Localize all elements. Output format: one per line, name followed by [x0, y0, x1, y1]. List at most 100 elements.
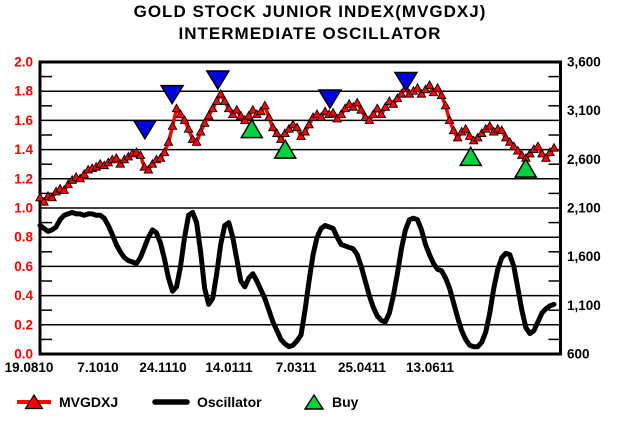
mvgdxj-marker: [352, 97, 363, 107]
mvgdxj-marker: [364, 114, 375, 124]
mvgdxj-marker: [35, 192, 45, 202]
mvgdxj-marker: [143, 164, 154, 174]
mvgdxj-marker: [75, 173, 86, 183]
x-axis-label: 7.0311: [276, 360, 317, 375]
mvgdxj-marker: [59, 185, 70, 194]
mvgdxj-marker: [476, 128, 487, 137]
legend-label-buy: Buy: [332, 394, 359, 410]
left-axis-label: 1.0: [14, 201, 33, 216]
mvgdxj-marker: [279, 128, 290, 137]
mvgdxj-marker: [284, 123, 294, 133]
mvgdxj-marker: [508, 141, 519, 151]
mvgdxj-marker: [259, 100, 270, 110]
mvgdxj-marker: [292, 122, 302, 132]
chart-legend: MVGDXJ Oscillator Buy: [0, 389, 620, 419]
mvgdxj-marker: [199, 117, 210, 127]
mvgdxj-marker: [243, 110, 254, 120]
mvgdxj-marker: [263, 112, 274, 121]
mvgdxj-marker: [183, 123, 194, 133]
mvgdxj-marker: [115, 158, 126, 168]
left-axis-label: 0.2: [14, 317, 33, 332]
buy-signal-triangle: [273, 138, 297, 159]
mvgdxj-marker: [175, 109, 186, 119]
mvgdxj-marker: [203, 110, 214, 120]
mvgdxj-marker: [388, 98, 399, 108]
mvgdxj-marker: [372, 103, 383, 113]
right-axis-label: 600: [567, 347, 590, 362]
mvgdxj-marker: [440, 100, 451, 110]
mvgdxj-marker: [159, 147, 170, 156]
mvgdxj-marker: [296, 131, 306, 140]
mvgdxj-marker: [179, 114, 190, 124]
mvgdxj-marker: [484, 120, 495, 130]
mvgdxj-marker: [275, 133, 286, 143]
right-axis-label: 3,600: [567, 55, 601, 70]
plot-border: [38, 60, 562, 356]
mvgdxj-marker: [135, 150, 146, 159]
left-axis-label: 1.8: [14, 84, 33, 99]
buy-signal-triangle: [513, 157, 538, 178]
mvgdxj-marker: [356, 104, 367, 114]
x-axis-label: 13.0611: [406, 360, 455, 375]
legend-item-buy: Buy: [303, 389, 358, 415]
mvgdxj-marker: [231, 104, 242, 114]
mvgdxj-marker: [207, 103, 218, 113]
mvgdxj-line-marker-icon: [17, 393, 51, 410]
buy-triangle-icon: [303, 393, 325, 410]
mvgdxj-marker: [424, 79, 435, 89]
mvgdxj-marker: [340, 103, 351, 113]
mvgdxj-marker: [464, 131, 475, 140]
left-axis-label: 0.6: [14, 259, 33, 274]
mvgdxj-marker: [39, 196, 49, 206]
mvgdxj-marker: [504, 136, 515, 146]
mvgdxj-marker: [155, 152, 166, 162]
left-axis-label: 2.0: [14, 55, 33, 70]
mvgdxj-marker: [255, 106, 266, 116]
right-axis-label: 2,100: [567, 201, 601, 216]
mvgdxj-marker: [448, 125, 459, 135]
right-axis-label: 3,100: [567, 103, 601, 118]
mvgdxj-marker: [247, 104, 258, 114]
chart-title-line1: GOLD STOCK JUNIOR INDEX(MVGDXJ): [133, 2, 487, 21]
mvgdxj-marker: [532, 141, 543, 151]
mvgdxj-marker: [496, 125, 507, 135]
x-axis-label: 19.0810: [5, 360, 54, 375]
mvgdxj-marker: [545, 147, 555, 156]
left-axis-label: 0.4: [14, 288, 33, 303]
mvgdxj-marker: [211, 95, 222, 105]
x-axis-label: 14.0111: [205, 360, 253, 375]
mvgdxj-marker: [348, 101, 359, 111]
mvgdxj-marker: [420, 84, 431, 94]
legend-item-oscillator: Oscillator: [152, 389, 262, 415]
chart-title: GOLD STOCK JUNIOR INDEX(MVGDXJ) INTERMED…: [0, 1, 620, 45]
mvgdxj-marker: [549, 142, 559, 152]
mvgdxj-marker: [79, 168, 90, 178]
mvgdxj-marker: [428, 87, 439, 97]
mvgdxj-marker: [223, 103, 234, 113]
right-axis-label: 2,600: [567, 152, 601, 167]
mvgdxj-marker: [512, 145, 523, 155]
legend-label-oscillator: Oscillator: [197, 394, 262, 410]
mvgdxj-marker: [163, 136, 174, 146]
mvgdxj-marker: [500, 132, 511, 142]
mvgdxj-marker: [227, 109, 238, 119]
sell-signal-triangle: [317, 89, 343, 110]
left-axis-label: 1.2: [14, 171, 33, 186]
mvgdxj-marker: [219, 95, 230, 105]
mvgdxj-marker: [460, 123, 471, 133]
mvgdxj-marker: [392, 93, 403, 102]
left-axis-label: 0.8: [14, 230, 33, 245]
mvgdxj-marker: [376, 109, 387, 119]
mvgdxj-marker: [416, 88, 427, 98]
mvgdxj-marker: [380, 101, 391, 111]
x-axis-label: 25.0411: [338, 360, 387, 375]
mvgdxj-marker: [304, 119, 315, 129]
mvgdxj-marker: [235, 110, 246, 120]
mvgdxj-marker: [47, 192, 58, 202]
mvgdxj-marker: [412, 82, 423, 92]
mvgdxj-marker: [444, 114, 455, 124]
mvgdxj-marker: [215, 88, 226, 98]
mvgdxj-marker: [432, 82, 443, 92]
left-axis-label: 0.0: [14, 347, 33, 362]
